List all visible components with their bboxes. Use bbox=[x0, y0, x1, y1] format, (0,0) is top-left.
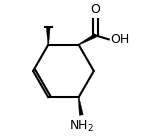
Polygon shape bbox=[46, 27, 50, 45]
Polygon shape bbox=[78, 97, 83, 115]
Text: NH$_2$: NH$_2$ bbox=[69, 118, 94, 134]
Text: OH: OH bbox=[110, 33, 129, 46]
Polygon shape bbox=[78, 34, 96, 45]
Text: O: O bbox=[91, 3, 100, 16]
